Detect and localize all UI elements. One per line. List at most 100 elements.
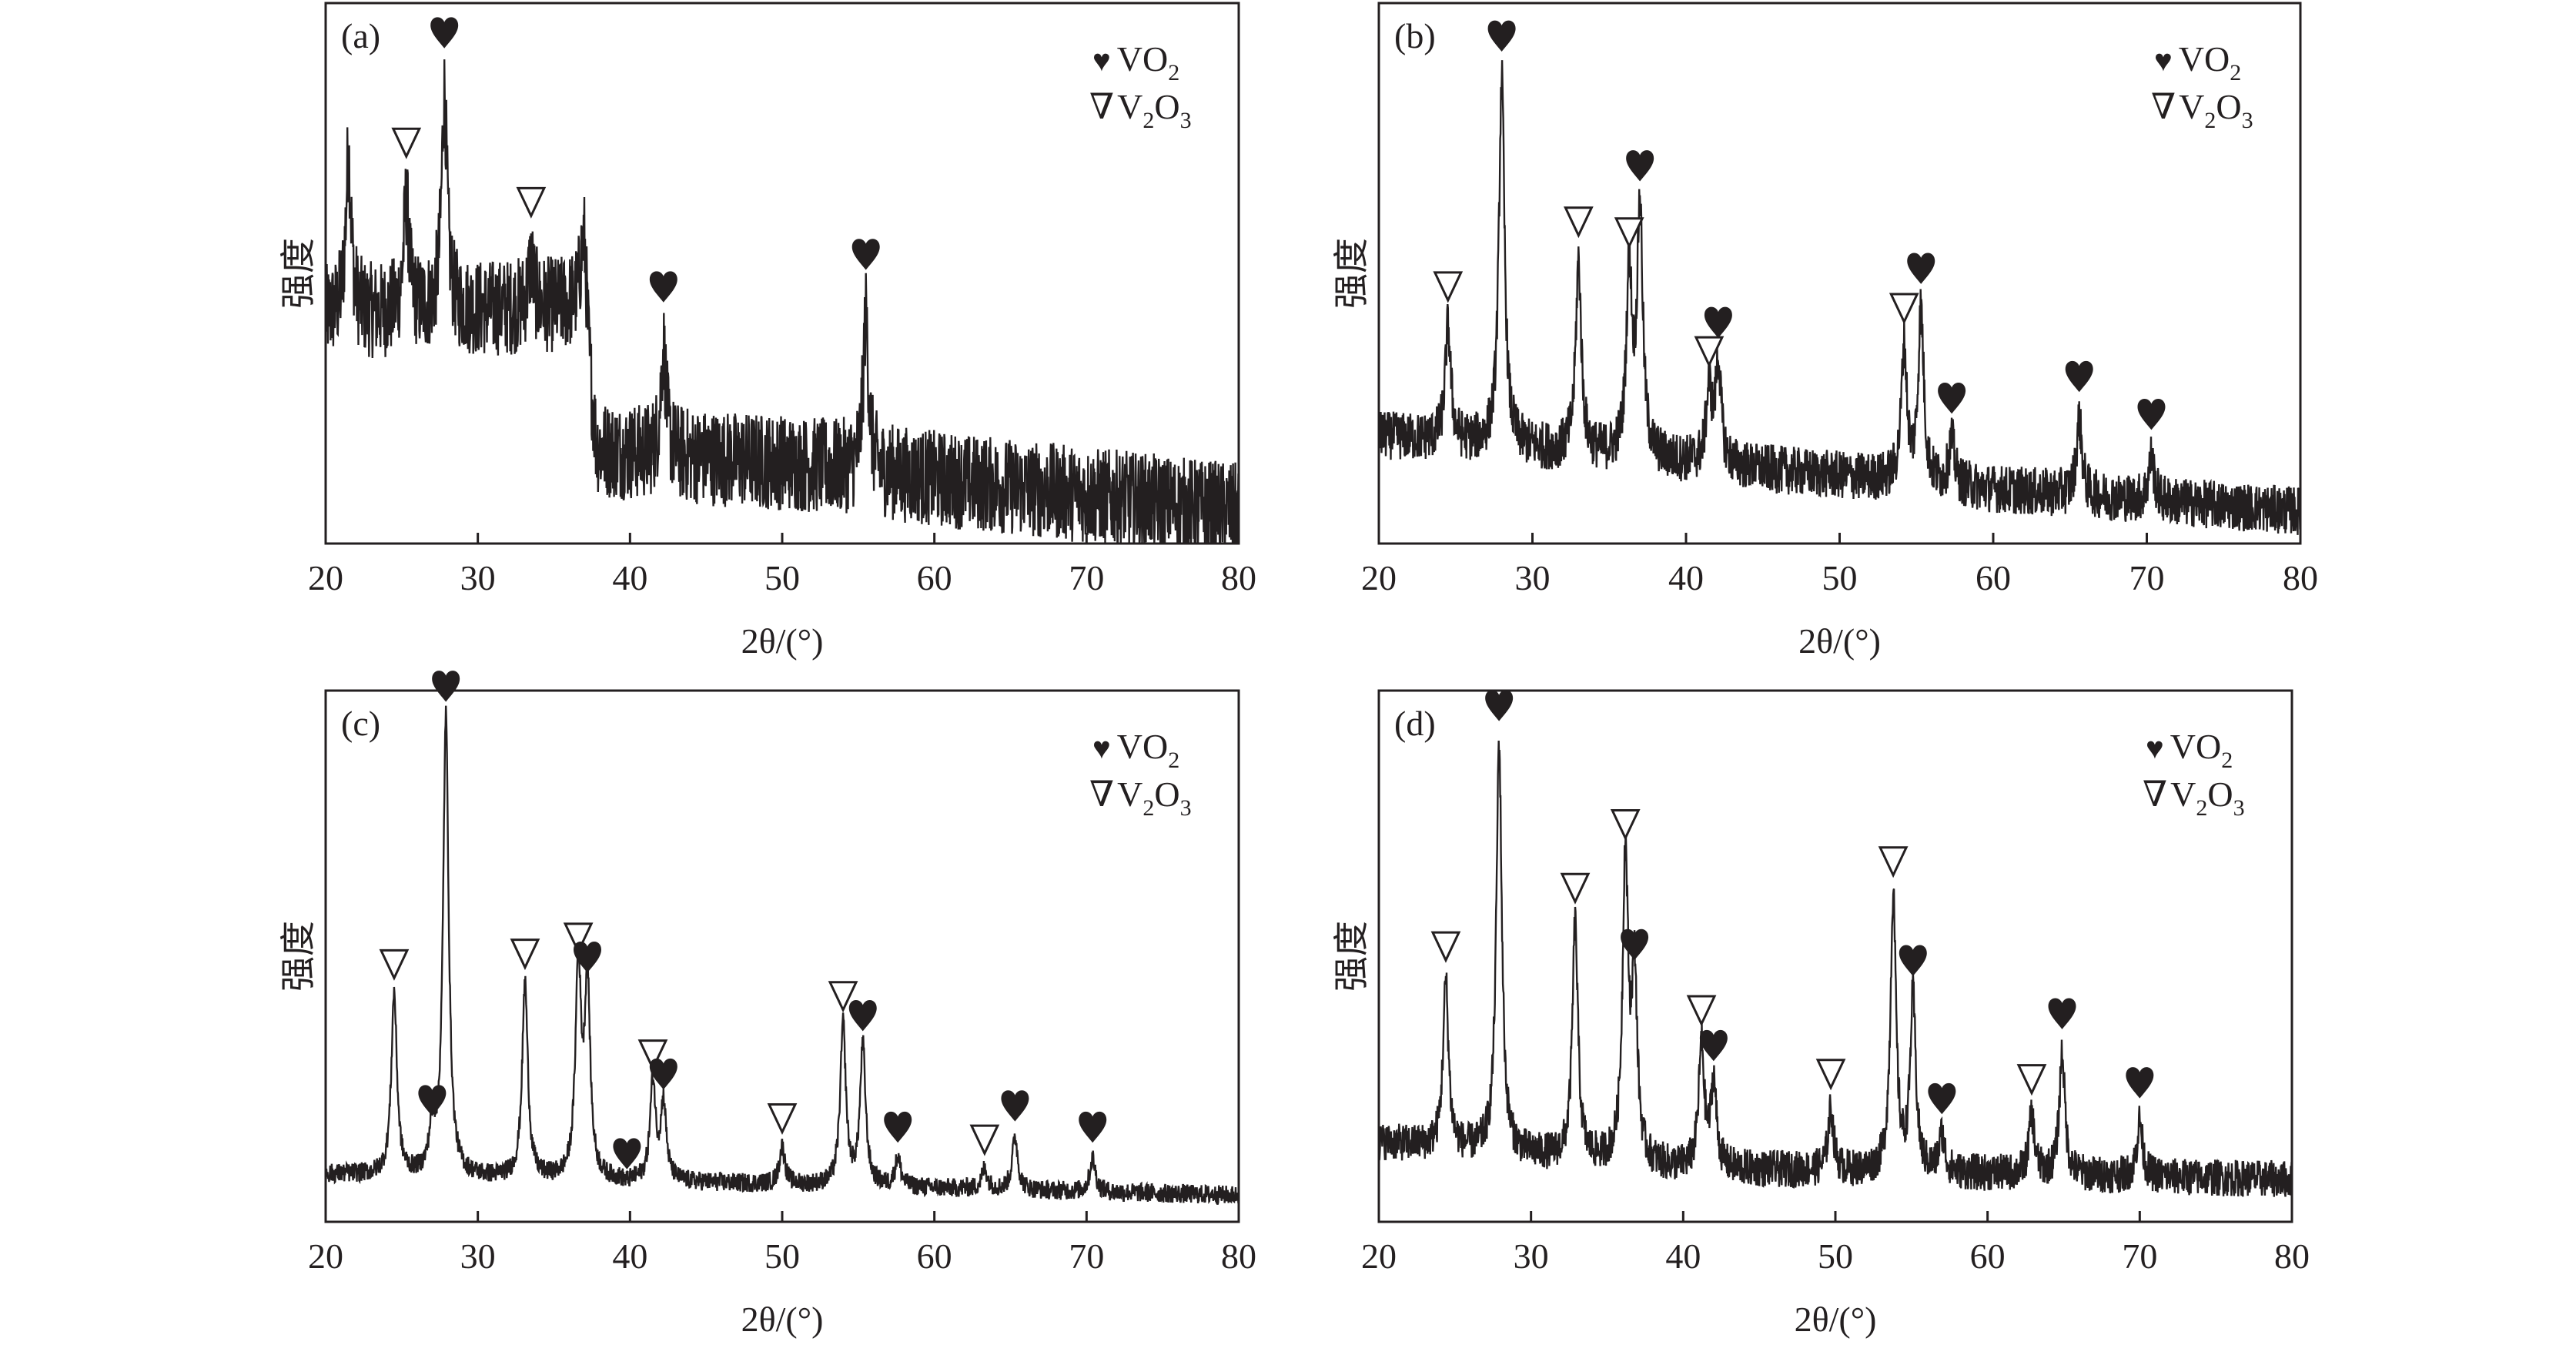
x-tick-label: 70 <box>2122 1236 2157 1276</box>
vo2-marker-icon <box>649 271 677 303</box>
triangle-icon: ∇ <box>2143 775 2167 814</box>
x-tick-label: 50 <box>764 1236 800 1276</box>
v2o3-marker-icon <box>828 981 858 1013</box>
legend-v2o3: ∇V2O3 <box>1089 775 1192 821</box>
v2o3-marker-icon <box>516 186 547 219</box>
legend-label: VO <box>2170 727 2221 766</box>
vo2-marker-icon <box>1485 690 1514 721</box>
legend-label: VO <box>1117 727 1168 766</box>
x-tick-label: 50 <box>1818 1236 1853 1276</box>
legend-subscript: 2 <box>1168 748 1179 773</box>
legend-subscript: 3 <box>1180 795 1192 821</box>
legend-subscript: 2 <box>2230 60 2241 85</box>
v2o3-marker-icon <box>1433 271 1464 303</box>
v2o3-marker-icon <box>1686 995 1717 1027</box>
vo2-marker-icon <box>1704 306 1732 339</box>
v2o3-marker-icon <box>1563 206 1594 239</box>
vo2-marker-icon <box>1079 1111 1107 1143</box>
x-tick-label: 30 <box>1514 1236 1549 1276</box>
vo2-marker-icon <box>1487 20 1516 52</box>
v2o3-marker-icon <box>1430 931 1461 963</box>
legend-subscript: 2 <box>1142 108 1154 133</box>
x-tick-label: 40 <box>612 558 647 597</box>
x-axis-label: 2θ/(°) <box>1798 621 1881 661</box>
vo2-marker-icon <box>1928 1082 1956 1115</box>
vo2-marker-icon <box>432 671 460 702</box>
legend-label: O <box>1154 87 1179 126</box>
legend-label: V <box>1117 775 1142 814</box>
legend-vo2: ♥ VO2 <box>2154 39 2241 85</box>
legend-label: V <box>1117 87 1142 126</box>
legend-label: O <box>1154 775 1179 814</box>
v2o3-marker-icon <box>1878 846 1909 878</box>
x-tick-label: 60 <box>917 1236 952 1276</box>
legend-v2o3: ∇V2O3 <box>2143 775 2245 821</box>
heart-icon: ♥ <box>1092 43 1111 78</box>
vo2-marker-icon <box>2048 998 2076 1029</box>
v2o3-marker-icon <box>1889 293 1919 325</box>
vo2-marker-icon <box>2065 360 2093 393</box>
x-tick-label: 70 <box>1069 558 1104 597</box>
legend-label: V <box>2170 775 2196 814</box>
triangle-icon: ∇ <box>1089 775 1114 814</box>
legend-subscript: 3 <box>2242 108 2253 133</box>
v2o3-marker-icon <box>1815 1059 1846 1091</box>
legend-subscript: 3 <box>2233 795 2245 821</box>
legend-subscript: 2 <box>2221 748 2233 773</box>
xrd-pattern-line <box>326 59 1239 544</box>
xrd-pattern-line <box>1379 60 2300 535</box>
x-tick-label: 70 <box>2129 558 2165 597</box>
x-tick-label: 50 <box>1822 558 1858 597</box>
vo2-marker-icon <box>573 942 601 973</box>
vo2-marker-icon <box>1907 253 1935 284</box>
legend-subscript: 2 <box>1168 60 1179 85</box>
vo2-marker-icon <box>884 1111 912 1143</box>
vo2-marker-icon <box>1626 150 1654 182</box>
x-tick-label: 20 <box>1361 1236 1397 1276</box>
x-tick-label: 40 <box>1668 558 1704 597</box>
v2o3-marker-icon <box>391 127 422 159</box>
y-axis-label: 强度 <box>279 921 318 992</box>
vo2-marker-icon <box>418 1085 447 1116</box>
triangle-icon: ∇ <box>1089 87 1114 126</box>
vo2-marker-icon <box>851 239 880 270</box>
legend-label: VO <box>1117 39 1168 79</box>
v2o3-marker-icon <box>1560 872 1591 905</box>
x-tick-label: 80 <box>2283 558 2318 597</box>
triangle-icon: ∇ <box>2151 87 2176 126</box>
legend-subscript: 2 <box>1142 795 1154 821</box>
vo2-marker-icon <box>1938 382 1966 414</box>
legend-label: VO <box>2179 39 2230 79</box>
vo2-marker-icon <box>2126 1067 2154 1099</box>
vo2-marker-icon <box>2137 399 2166 430</box>
heart-icon: ♥ <box>1092 731 1111 765</box>
x-tick-label: 60 <box>1975 558 2011 597</box>
heart-icon: ♥ <box>2154 43 2173 78</box>
x-tick-label: 20 <box>1361 558 1397 597</box>
x-tick-label: 70 <box>1069 1236 1104 1276</box>
x-tick-label: 30 <box>460 1236 496 1276</box>
legend-label: V <box>2179 87 2204 126</box>
y-axis-label: 强度 <box>1332 238 1371 309</box>
v2o3-marker-icon <box>379 949 410 981</box>
v2o3-marker-icon <box>510 938 540 971</box>
v2o3-marker-icon <box>563 922 594 955</box>
legend-vo2: ♥ VO2 <box>2146 727 2233 773</box>
x-axis-label: 2θ/(°) <box>741 621 824 661</box>
legend-subscript: 2 <box>2204 108 2216 133</box>
x-tick-label: 40 <box>1665 1236 1701 1276</box>
x-tick-label: 50 <box>764 558 800 597</box>
legend-subscript: 3 <box>1180 108 1192 133</box>
legend-label: O <box>2216 87 2241 126</box>
legend-label: O <box>2207 775 2233 814</box>
panel-label: (a) <box>341 16 380 55</box>
vo2-marker-icon <box>848 999 877 1032</box>
x-tick-label: 80 <box>1221 1236 1256 1276</box>
v2o3-marker-icon <box>969 1124 1000 1156</box>
xrd-pattern-line <box>326 705 1239 1205</box>
legend-vo2: ♥ VO2 <box>1092 727 1179 773</box>
